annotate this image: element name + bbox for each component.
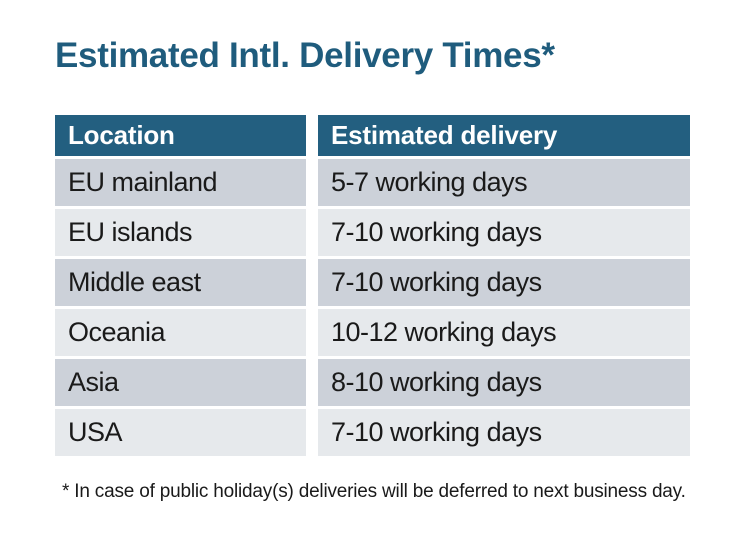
page-title: Estimated Intl. Delivery Times*	[55, 36, 555, 75]
table-cell-location: EU islands	[55, 209, 306, 256]
table-cell-delivery: 5-7 working days	[318, 159, 690, 206]
table-cell-location: EU mainland	[55, 159, 306, 206]
column-header-estimated-delivery: Estimated delivery	[318, 115, 690, 156]
table-cell-delivery: 8-10 working days	[318, 359, 690, 406]
table-cell-location: Oceania	[55, 309, 306, 356]
table-cell-delivery: 10-12 working days	[318, 309, 690, 356]
column-header-location: Location	[55, 115, 306, 156]
table-cell-location: USA	[55, 409, 306, 456]
table-cell-location: Asia	[55, 359, 306, 406]
table-cell-delivery: 7-10 working days	[318, 209, 690, 256]
table-cell-delivery: 7-10 working days	[318, 259, 690, 306]
table-cell-location: Middle east	[55, 259, 306, 306]
footnote: * In case of public holiday(s) deliverie…	[62, 481, 686, 502]
table-cell-delivery: 7-10 working days	[318, 409, 690, 456]
delivery-times-table: Location Estimated delivery EU mainland …	[55, 115, 690, 456]
